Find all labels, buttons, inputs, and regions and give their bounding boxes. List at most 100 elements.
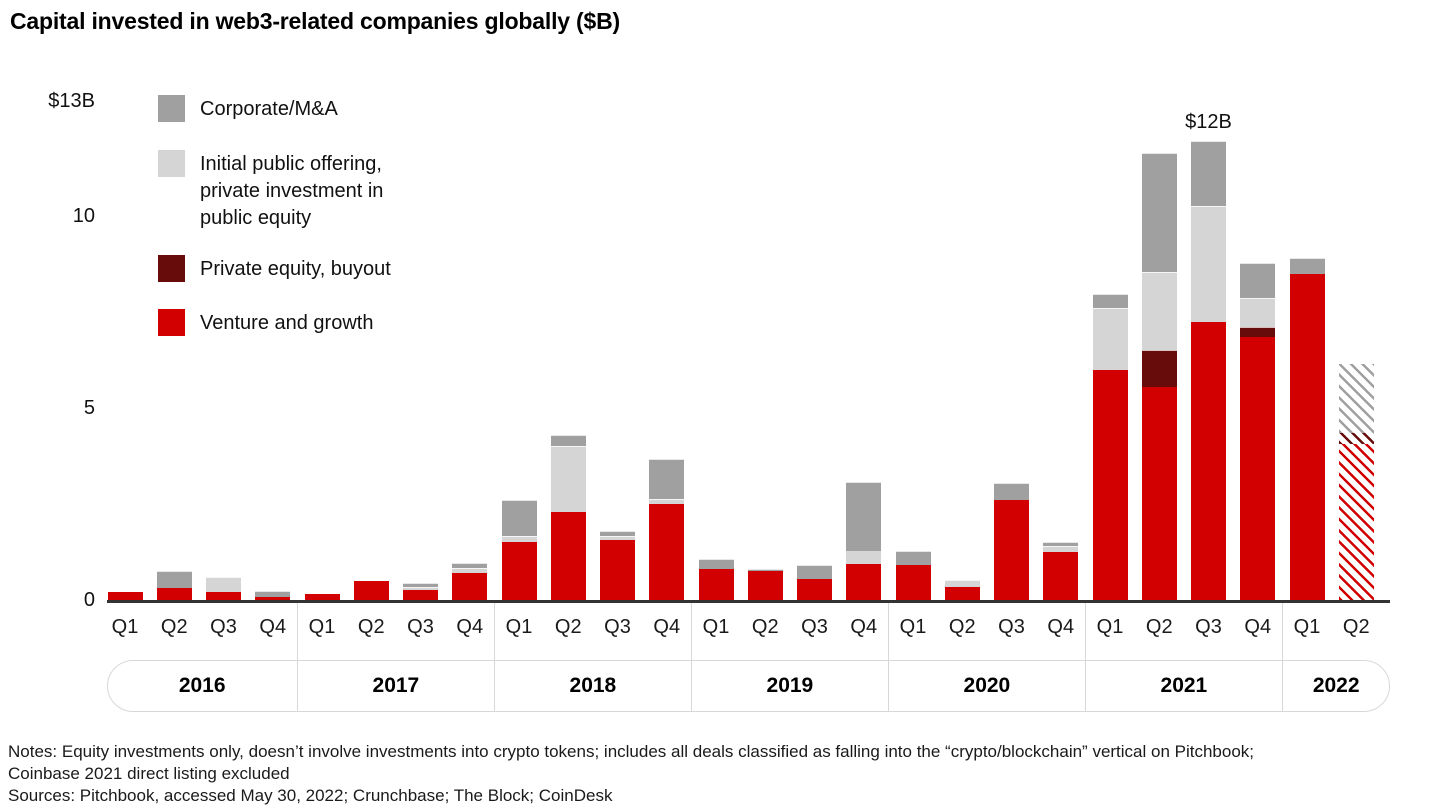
legend-swatch-pe bbox=[158, 255, 185, 282]
y-axis-tick-13: $13B bbox=[48, 89, 95, 112]
chart-title: Capital invested in web3-related compani… bbox=[10, 8, 620, 34]
bar-segment-ma bbox=[895, 551, 931, 566]
bar-2019-Q2 bbox=[747, 0, 783, 810]
bar-segment-venture bbox=[944, 586, 980, 600]
bar-2021-Q1 bbox=[1092, 0, 1128, 810]
y-axis-tick-0: 0 bbox=[83, 589, 95, 611]
bar-2019-Q3 bbox=[797, 0, 832, 810]
legend-label-ma: Corporate/M&A bbox=[200, 98, 338, 120]
quarter-label-2018-Q1: Q1 bbox=[505, 616, 533, 638]
year-separator-2020 bbox=[1085, 603, 1087, 712]
bar-segment-pe bbox=[1338, 432, 1374, 445]
bar-segment-ma bbox=[452, 562, 488, 569]
bar-segment-ma bbox=[1043, 542, 1079, 546]
bar-segment-venture bbox=[206, 592, 241, 600]
quarter-label-2022-Q1: Q1 bbox=[1293, 616, 1321, 638]
bar-2016-Q4 bbox=[255, 0, 291, 810]
bar-segment-venture bbox=[1191, 321, 1226, 600]
bar-segment-venture bbox=[1092, 369, 1128, 600]
quarter-label-2018-Q4: Q4 bbox=[653, 616, 681, 638]
bar-segment-ipo bbox=[1240, 297, 1276, 327]
bar-segment-venture bbox=[304, 594, 340, 601]
bar-segment-venture bbox=[846, 563, 882, 601]
bar-2017-Q4 bbox=[452, 0, 488, 810]
bar-2021-Q2 bbox=[1141, 0, 1177, 810]
bar-2020-Q2 bbox=[944, 0, 980, 810]
bar-segment-ma bbox=[846, 482, 882, 551]
year-separator-2016 bbox=[297, 603, 299, 712]
quarter-label-2019-Q1: Q1 bbox=[702, 616, 730, 638]
bar-segment-ipo bbox=[452, 568, 488, 574]
quarter-label-2022-Q2: Q2 bbox=[1342, 616, 1370, 638]
bar-segment-ma bbox=[600, 530, 635, 536]
bar-segment-ipo bbox=[649, 499, 685, 504]
bar-segment-ma bbox=[255, 590, 291, 597]
bar-segment-ma bbox=[156, 571, 192, 589]
quarter-label-2017-Q3: Q3 bbox=[407, 616, 434, 638]
legend-swatch-venture bbox=[158, 309, 185, 336]
bar-segment-venture bbox=[255, 596, 291, 601]
bar-segment-ipo bbox=[403, 586, 438, 591]
sources-line: Sources: Pitchbook, accessed May 30, 202… bbox=[8, 786, 613, 805]
year-separator-2021 bbox=[1282, 603, 1284, 712]
bar-2022-Q2 bbox=[1338, 0, 1374, 810]
bar-2018-Q1 bbox=[501, 0, 537, 810]
bar-2019-Q4 bbox=[846, 0, 882, 810]
legend-label-ipo: Initial public offering, private investm… bbox=[200, 153, 384, 229]
bar-segment-ipo bbox=[1043, 545, 1079, 552]
quarter-label-2020-Q2: Q2 bbox=[948, 616, 976, 638]
bar-segment-ipo bbox=[1141, 271, 1177, 351]
bar-segment-venture bbox=[1240, 336, 1276, 600]
legend-label-pe: Private equity, buyout bbox=[200, 258, 391, 280]
year-separator-2017 bbox=[494, 603, 496, 712]
quarter-label-2020-Q1: Q1 bbox=[899, 616, 927, 638]
quarter-label-2020-Q3: Q3 bbox=[998, 616, 1025, 638]
year-axis-pill bbox=[107, 660, 1390, 712]
bar-2017-Q3 bbox=[403, 0, 438, 810]
bar-2021-Q4 bbox=[1240, 0, 1276, 810]
bar-segment-venture bbox=[107, 592, 143, 600]
bar-segment-venture bbox=[1141, 386, 1177, 600]
year-label-2021: 2021 bbox=[1160, 674, 1208, 697]
bar-2020-Q1 bbox=[895, 0, 931, 810]
quarter-label-2019-Q3: Q3 bbox=[801, 616, 828, 638]
quarter-label-2018-Q2: Q2 bbox=[554, 616, 582, 638]
legend-swatch-ipo bbox=[158, 150, 185, 177]
quarter-label-2019-Q4: Q4 bbox=[850, 616, 878, 638]
quarter-label-2021-Q1: Q1 bbox=[1096, 616, 1124, 638]
bar-segment-venture bbox=[452, 573, 488, 600]
bar-2016-Q2 bbox=[156, 0, 192, 810]
quarter-label-2017-Q4: Q4 bbox=[456, 616, 484, 638]
bar-segment-venture bbox=[797, 578, 832, 600]
bar-segment-ma bbox=[1141, 152, 1177, 272]
quarter-label-2021-Q2: Q2 bbox=[1145, 616, 1173, 638]
quarter-label-2017-Q1: Q1 bbox=[308, 616, 336, 638]
bar-segment-venture bbox=[895, 565, 931, 601]
bar-segment-ma bbox=[994, 482, 1029, 501]
bar-segment-ma bbox=[797, 565, 832, 579]
year-separator-2018 bbox=[691, 603, 693, 712]
bar-2017-Q1 bbox=[304, 0, 340, 810]
bar-segment-ma bbox=[403, 582, 438, 587]
quarter-label-2019-Q2: Q2 bbox=[751, 616, 779, 638]
y-axis-tick-5: 5 bbox=[83, 397, 95, 419]
year-label-2020: 2020 bbox=[963, 674, 1011, 697]
bar-segment-venture bbox=[353, 580, 389, 600]
bar-2017-Q2 bbox=[353, 0, 389, 810]
bar-segment-ma bbox=[1191, 141, 1226, 207]
bar-2018-Q4 bbox=[649, 0, 685, 810]
bar-2018-Q2 bbox=[550, 0, 586, 810]
bar-segment-venture bbox=[1043, 552, 1079, 600]
bar-segment-ipo bbox=[1092, 308, 1128, 370]
quarter-label-2016-Q2: Q2 bbox=[160, 616, 188, 638]
y-axis-tick-10: 10 bbox=[72, 205, 95, 227]
year-label-2018: 2018 bbox=[569, 674, 617, 697]
bar-segment-ipo bbox=[206, 576, 241, 593]
footnotes: Notes: Equity investments only, doesn’t … bbox=[8, 741, 1254, 807]
year-label-2022: 2022 bbox=[1312, 674, 1360, 697]
legend-label-venture: Venture and growth bbox=[200, 312, 374, 334]
notes-line-2: Coinbase 2021 direct listing excluded bbox=[8, 764, 290, 783]
year-separator-2019 bbox=[888, 603, 890, 712]
bar-segment-venture bbox=[1338, 444, 1374, 600]
